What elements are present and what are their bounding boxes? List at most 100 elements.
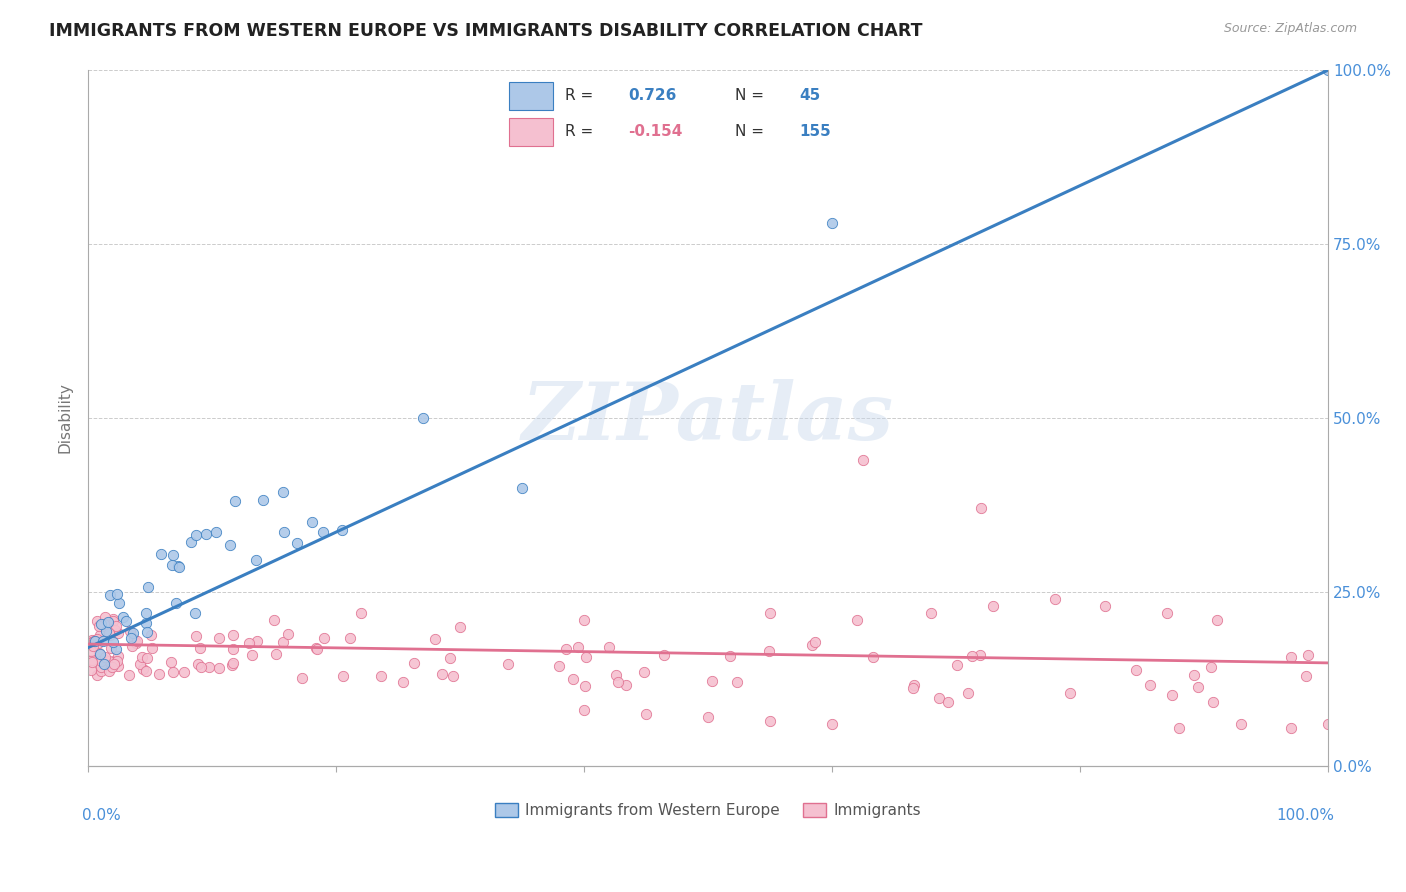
Point [1279,721,1302,735]
Point [105,586,128,600]
Point [614,678,637,692]
Point [173,665,195,679]
Point [307,641,329,656]
Point [903,681,925,695]
Point [107,649,129,664]
Point [1279,650,1302,665]
Point [1230,717,1253,731]
Point [121,639,143,653]
Point [969,648,991,662]
Point [548,659,571,673]
Point [633,665,655,679]
Point [1317,717,1340,731]
Point [332,669,354,683]
Point [83,634,105,648]
Point [1317,63,1340,78]
Point [862,649,884,664]
Point [1201,660,1223,674]
Point [141,640,163,655]
Point [160,558,183,573]
Point [758,643,780,657]
Point [1184,668,1206,682]
Point [80,653,103,667]
Point [118,624,141,638]
Point [702,674,724,689]
Point [412,411,434,425]
Point [903,678,925,692]
Point [167,558,190,573]
Point [91,633,114,648]
Point [312,524,335,539]
Point [120,631,142,645]
Point [439,650,461,665]
Point [118,667,141,681]
Point [574,649,596,664]
Point [190,660,212,674]
Point [598,640,620,654]
Point [100,641,122,656]
Point [264,647,287,661]
Point [221,627,243,641]
Point [101,660,124,674]
Point [205,524,228,539]
Point [285,536,308,550]
Point [432,667,454,681]
Point [98,626,121,640]
Point [184,528,207,542]
Point [180,535,202,549]
Point [101,634,124,648]
Point [936,695,959,709]
Point [221,658,243,673]
Point [804,635,827,649]
Point [101,614,124,628]
Point [86,632,108,647]
Text: 100.0%: 100.0% [1277,807,1334,822]
Point [1205,613,1227,627]
Point [271,635,294,649]
Point [572,703,595,717]
Point [404,657,426,671]
Point [165,595,187,609]
Point [86,614,108,628]
Point [125,636,148,650]
Point [87,636,110,650]
Point [1187,680,1209,694]
Point [928,690,950,705]
Point [1139,678,1161,692]
Point [1094,599,1116,613]
Point [105,641,128,656]
Point [240,648,263,662]
Point [80,663,103,677]
Point [98,588,121,602]
Point [208,632,231,646]
Point [1295,669,1317,683]
Point [148,666,170,681]
Point [93,652,115,666]
Point [510,481,533,495]
Point [135,615,157,630]
Text: Source: ZipAtlas.com: Source: ZipAtlas.com [1223,22,1357,36]
Point [82,635,104,649]
Text: 0.0%: 0.0% [82,807,121,822]
Point [636,706,658,721]
Point [93,657,115,672]
Point [554,641,576,656]
Point [103,654,125,668]
Point [84,633,107,648]
Text: IMMIGRANTS FROM WESTERN EUROPE VS IMMIGRANTS DISABILITY CORRELATION CHART: IMMIGRANTS FROM WESTERN EUROPE VS IMMIGR… [49,22,922,40]
Point [224,493,246,508]
Point [135,664,157,678]
Point [960,648,983,663]
Point [801,638,824,652]
Point [273,525,295,540]
Point [339,631,361,645]
Point [654,648,676,662]
Point [271,485,294,500]
Point [567,640,589,654]
Point [90,654,112,668]
Point [104,623,127,637]
Point [370,669,392,683]
Point [845,613,868,627]
Point [90,665,112,679]
Point [290,671,312,685]
